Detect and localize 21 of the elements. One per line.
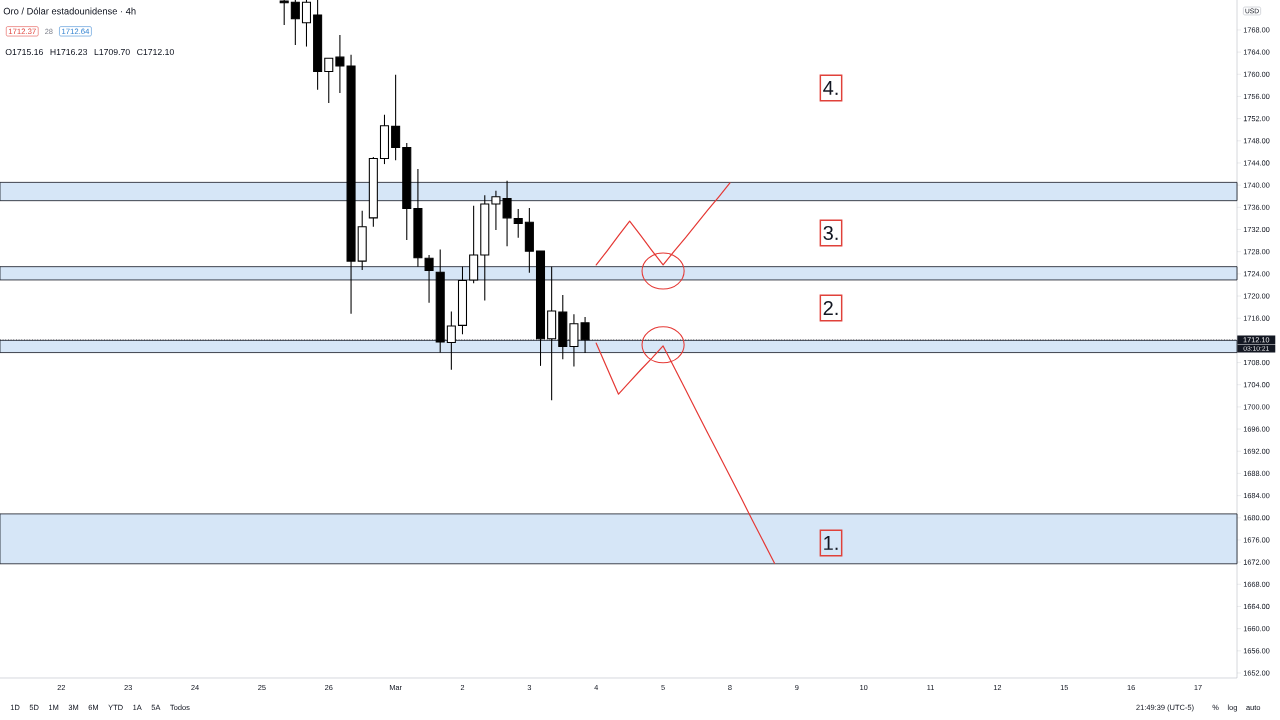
text: Oro / Dólar estadounidense · 4h: [3, 7, 136, 15]
annotation: C1712.10: [137, 48, 174, 56]
candlestick: [480, 194, 490, 301]
candlestick: [313, 0, 323, 91]
candlestick: [424, 254, 434, 304]
candlestick: [446, 311, 456, 371]
candlestick: [547, 266, 557, 401]
annotation: 2.: [823, 301, 838, 315]
annotation: 1.: [824, 536, 838, 550]
annotation: L1709.70: [94, 48, 130, 56]
candlestick: [301, 0, 312, 48]
candlestick: [513, 208, 523, 239]
annotation: 4.: [823, 81, 838, 95]
candlestick: [435, 248, 445, 354]
candlestick: [413, 168, 423, 268]
annotation: 3.: [823, 225, 838, 241]
candlestick: [290, 0, 300, 46]
annotation: H1716.23: [50, 48, 88, 56]
candlestick: [279, 0, 289, 26]
annotation: O1715.16: [5, 48, 43, 56]
candlestick: [524, 207, 534, 274]
